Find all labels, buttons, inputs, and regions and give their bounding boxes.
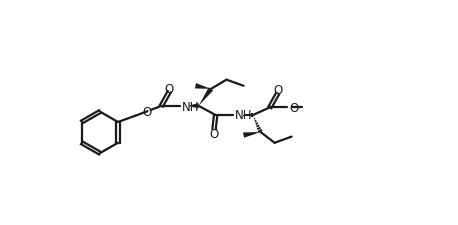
Text: O: O <box>273 84 282 97</box>
Text: O: O <box>289 101 299 114</box>
Text: O: O <box>209 128 219 140</box>
Text: NH: NH <box>182 101 200 114</box>
Text: O: O <box>164 82 174 95</box>
Polygon shape <box>243 132 261 138</box>
Polygon shape <box>188 104 199 109</box>
Text: NH: NH <box>235 108 252 121</box>
Polygon shape <box>195 84 211 90</box>
Text: O: O <box>143 105 152 118</box>
Polygon shape <box>199 88 213 106</box>
